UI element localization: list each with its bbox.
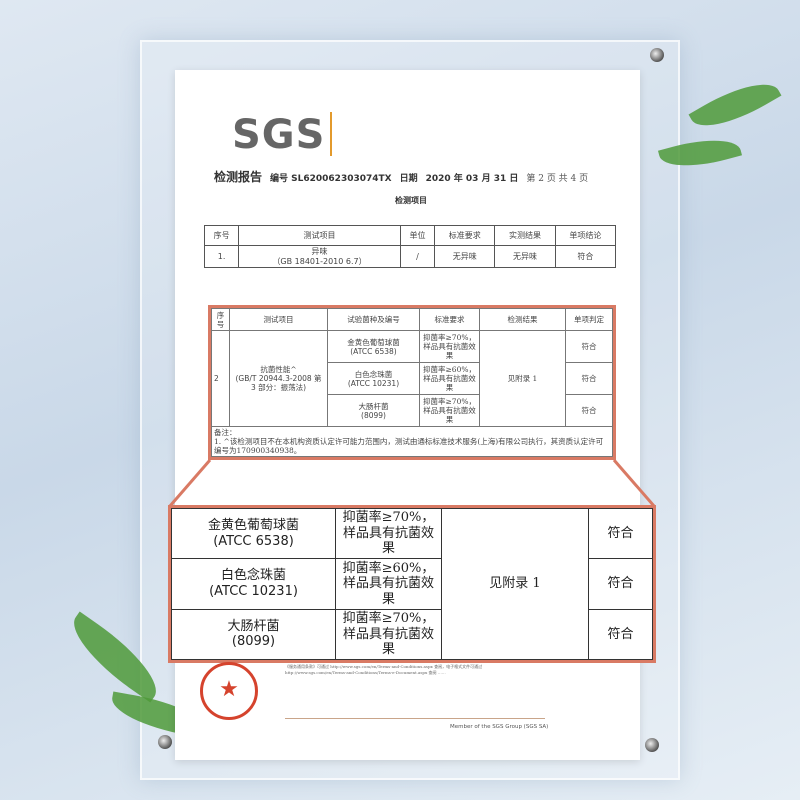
conclusion: 符合 — [588, 558, 653, 610]
logo-accent — [330, 112, 332, 156]
requirement: 抑菌率≥70%，样品具有抗菌效果 — [335, 608, 442, 661]
strain-code: (ATCC 6538) — [350, 346, 397, 356]
conclusion: 符合 — [565, 394, 613, 427]
date-label: 日期 — [399, 174, 418, 184]
note-text: 1. ^该检测项目不在本机构资质认定许可能力范围内，测试由通标标准技术服务(上海… — [214, 437, 604, 455]
item-name: 异味 — [311, 247, 328, 256]
zoomed-table: 金黄色葡萄球菌 (ATCC 6538) 抑菌率≥70%，样品具有抗菌效果 见附录 … — [171, 507, 653, 661]
notes: 备注： 1. ^该检测项目不在本机构资质认定许可能力范围内，测试由通标标准技术服务… — [211, 426, 613, 457]
strain-code: (ATCC 6538) — [213, 533, 294, 549]
footer-fine-print: 《服务通用条款》可通过 http://www.sgs.com/en/Terms-… — [285, 664, 483, 675]
sgs-member-text: Member of the SGS Group (SGS SA) — [450, 724, 549, 730]
strain-name: 白色念珠菌 — [354, 369, 393, 379]
strain-name: 大肠杆菌 — [358, 401, 389, 411]
highlight-box — [208, 305, 616, 460]
strain-code: (ATCC 10231) — [347, 378, 400, 388]
section-title: 检测项目 — [395, 196, 427, 205]
item-standard: （GB 18401-2010 6.7） — [272, 256, 367, 266]
test-item: 抗菌性能^ (GB/T 20944.3-2008 第 3 部分：振荡法) — [229, 330, 328, 427]
strain-name: 白色念珠菌 — [220, 568, 286, 584]
result: 见附录 1 — [441, 508, 589, 660]
requirement: 无异味 — [434, 244, 496, 269]
strain: 金黄色葡萄球菌 (ATCC 6538) — [171, 507, 336, 560]
strain: 金黄色葡萄球菌 (ATCC 6538) — [327, 330, 420, 363]
item-standard: (GB/T 20944.3-2008 第 3 部分：振荡法) — [235, 374, 322, 392]
report-title: 检测报告 — [214, 170, 263, 184]
report-number: 编号 SL620062303074TX — [270, 174, 392, 184]
strain-code: (ATCC 10231) — [209, 583, 298, 599]
report-date: 2020 年 03 月 31 日 — [425, 174, 519, 184]
strain: 白色念珠菌 (ATCC 10231) — [171, 558, 336, 610]
conclusion: 符合 — [565, 362, 613, 395]
strain-code: (8099) — [231, 634, 276, 650]
screw-icon — [650, 48, 664, 62]
conclusion: 符合 — [588, 608, 653, 661]
conclusion: 符合 — [565, 330, 613, 363]
strain-name: 金黄色葡萄球菌 — [207, 518, 299, 534]
odor-test-table: 序号 测试项目 单位 标准要求 实测结果 单项结论 1. 异味 （GB 18401… — [203, 225, 617, 269]
test-item: 异味 （GB 18401-2010 6.7） — [238, 244, 401, 269]
unit: / — [399, 244, 436, 269]
row-number: 1. — [203, 244, 240, 269]
conclusion: 符合 — [554, 244, 617, 269]
strain: 大肠杆菌 (8099) — [171, 608, 336, 661]
sgs-logo: SGS — [232, 112, 326, 158]
company-seal-star-icon: ★ — [200, 662, 258, 720]
strain: 大肠杆菌 (8099) — [327, 394, 420, 427]
report-header: 检测报告 编号 SL620062303074TX 日期 2020 年 03 月 … — [214, 168, 624, 185]
conclusion: 符合 — [588, 507, 653, 560]
result: 无异味 — [494, 244, 556, 269]
notes-label: 备注： — [214, 428, 237, 437]
screw-icon — [645, 738, 659, 752]
requirement: 抑菌率≥70%，样品具有抗菌效果 — [419, 394, 480, 427]
requirement: 抑菌率≥70%，样品具有抗菌效果 — [335, 507, 442, 560]
footer-divider — [285, 718, 545, 719]
result: 见附录 1 — [479, 330, 566, 427]
strain-name: 大肠杆菌 — [227, 618, 280, 634]
zoomed-detail: 金黄色葡萄球菌 (ATCC 6538) 抑菌率≥70%，样品具有抗菌效果 见附录 … — [168, 505, 656, 663]
item-name: 抗菌性能^ — [260, 365, 297, 374]
requirement: 抑菌率≥60%，样品具有抗菌效果 — [335, 558, 442, 610]
strain-code: (8099) — [361, 410, 386, 420]
screw-icon — [158, 735, 172, 749]
page-number: 第 2 页 共 4 页 — [526, 174, 589, 184]
requirement: 抑菌率≥60%，样品具有抗菌效果 — [419, 362, 480, 395]
strain: 白色念珠菌 (ATCC 10231) — [327, 362, 420, 395]
strain-name: 金黄色葡萄球菌 — [347, 337, 400, 347]
antibacterial-table: 序号 测试项目 试验菌种及编号 标准要求 检测结果 单项判定 2 抗菌性能^ (G… — [211, 308, 613, 457]
